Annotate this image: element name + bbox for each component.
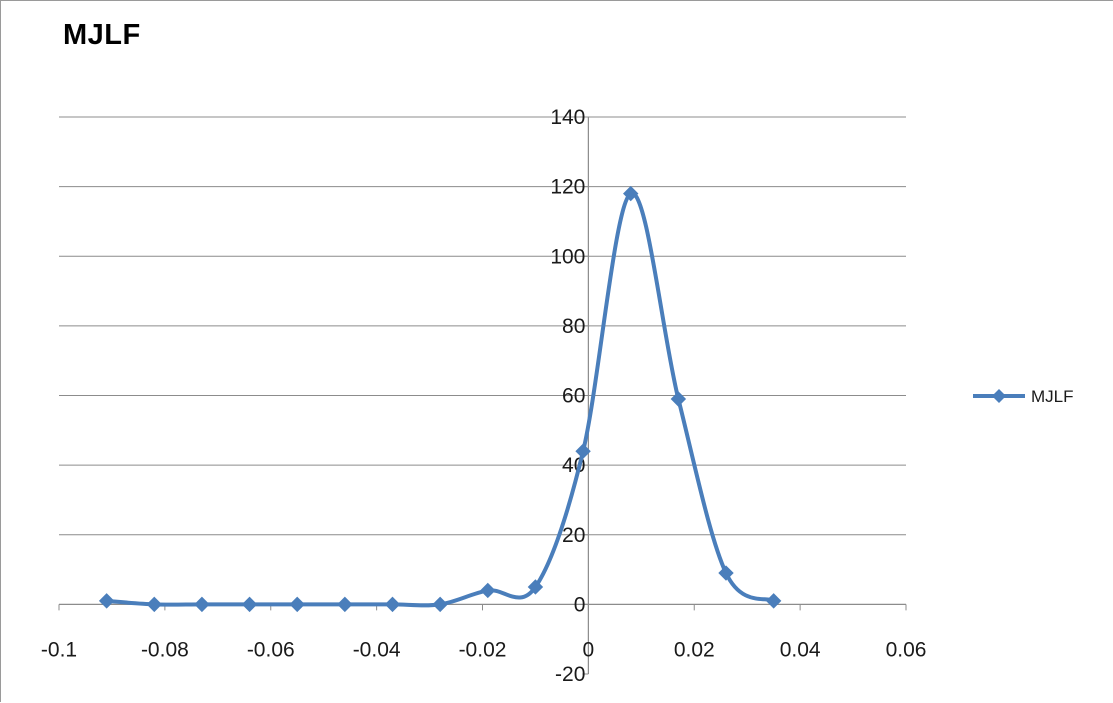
y-tick-label: 0 — [574, 593, 586, 616]
x-tick-labels: -0.1 -0.08 -0.06 -0.04 -0.02 0 0.02 0.04 0.06 — [41, 638, 927, 661]
gridlines — [59, 116, 906, 536]
y-tick-label: 60 — [562, 385, 585, 408]
y-tick-label: 100 — [550, 245, 585, 268]
data-point-marker — [623, 185, 639, 202]
data-point-marker — [480, 582, 496, 599]
x-tick-label: 0.04 — [780, 638, 821, 661]
x-tick-label: 0.06 — [886, 638, 927, 661]
legend-label: MJLF — [1031, 387, 1074, 406]
y-tick-label: 120 — [550, 176, 585, 199]
data-point-marker — [575, 443, 591, 459]
x-tick-label: -0.04 — [353, 638, 401, 661]
x-tick-label: -0.02 — [459, 638, 507, 661]
data-point-marker — [289, 596, 305, 613]
data-point-marker — [527, 579, 544, 595]
series-layer — [98, 185, 782, 613]
x-tick-label: 0 — [583, 638, 595, 661]
data-point-marker — [146, 596, 162, 613]
data-point-marker — [241, 596, 258, 613]
data-point-marker — [718, 565, 734, 581]
data-point-marker — [765, 593, 782, 609]
y-tick-label: 20 — [562, 524, 585, 547]
x-tick-label: 0.02 — [674, 638, 715, 661]
x-tick-label: -0.06 — [247, 638, 295, 661]
data-point-marker — [670, 391, 687, 407]
x-tick-label: -0.1 — [41, 638, 77, 661]
data-point-marker — [194, 596, 210, 613]
y-tick-label: -20 — [555, 663, 585, 686]
data-point-marker — [432, 596, 448, 613]
data-point-marker — [98, 593, 115, 609]
legend: MJLF — [973, 387, 1074, 406]
x-tick-label: -0.08 — [141, 638, 189, 661]
data-point-marker — [384, 596, 401, 613]
data-point-marker — [337, 596, 353, 613]
y-tick-label: 140 — [550, 106, 585, 129]
legend-marker — [992, 389, 1006, 403]
y-tick-label: 80 — [562, 315, 585, 338]
chart-title: MJLF — [63, 19, 141, 51]
